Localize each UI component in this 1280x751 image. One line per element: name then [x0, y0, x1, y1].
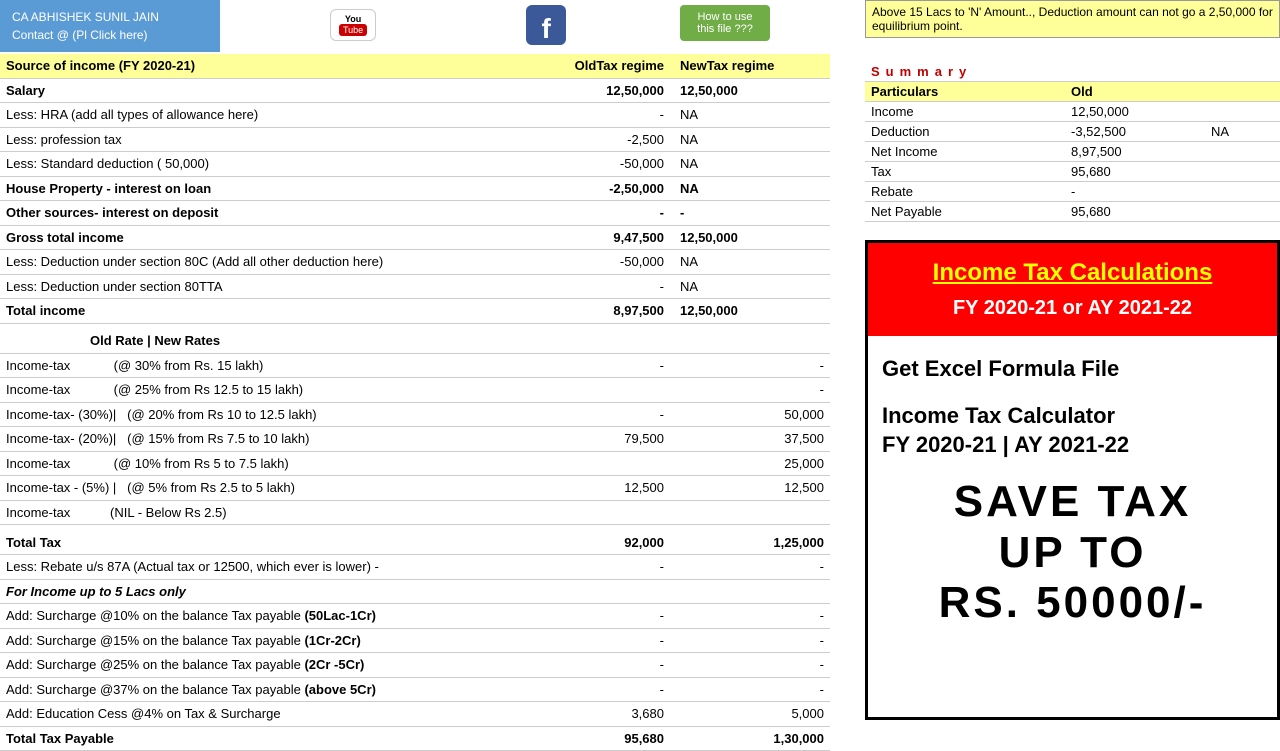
table-row: Tax95,680	[865, 162, 1280, 182]
promo-white: Get Excel Formula File Income Tax Calcul…	[868, 336, 1277, 649]
col-new: NewTax regime	[670, 54, 830, 78]
table-row: Total income8,97,50012,50,000	[0, 299, 830, 324]
table-header: Source of income (FY 2020-21) OldTax reg…	[0, 54, 830, 78]
table-row: Other sources- interest on deposit--	[0, 201, 830, 226]
total-tax-row: Total Tax 92,000 1,25,000	[0, 531, 830, 555]
promo-red: Income Tax Calculations FY 2020-21 or AY…	[868, 243, 1277, 336]
summary-title: Summary	[865, 62, 1280, 82]
income-table: Source of income (FY 2020-21) OldTax reg…	[0, 54, 830, 751]
col-old: OldTax regime	[520, 54, 670, 78]
table-row: Add: Surcharge @15% on the balance Tax p…	[0, 628, 830, 653]
contact-banner[interactable]: CA ABHISHEK SUNIL JAIN Contact @ (Pl Cli…	[0, 0, 220, 52]
table-row: Income-tax- (30%)| (@ 20% from Rs 10 to …	[0, 402, 830, 427]
rebate-note-row: For Income up to 5 Lacs only	[0, 579, 830, 604]
facebook-icon[interactable]: f	[526, 5, 566, 45]
table-row: Income-tax (NIL - Below Rs 2.5)	[0, 500, 830, 525]
promo-big: SAVE TAX UP TO RS. 50000/-	[882, 477, 1263, 629]
table-row: Add: Surcharge @37% on the balance Tax p…	[0, 677, 830, 702]
table-row: Net Payable95,680	[865, 202, 1280, 222]
col-source: Source of income (FY 2020-21)	[0, 54, 520, 78]
promo-subtitle: FY 2020-21 or AY 2021-22	[878, 297, 1267, 320]
table-row: Income-tax (@ 30% from Rs. 15 lakh)--	[0, 353, 830, 378]
total-payable-row: Total Tax Payable 95,680 1,30,000	[0, 726, 830, 751]
contact-link[interactable]: Contact @ (Pl Click here)	[12, 26, 208, 44]
promo-text2: Income Tax Calculator FY 2020-21 | AY 20…	[882, 402, 1263, 459]
table-row: Add: Surcharge @10% on the balance Tax p…	[0, 604, 830, 629]
table-row: Salary12,50,00012,50,000	[0, 78, 830, 103]
table-row: Income-tax (@ 10% from Rs 5 to 7.5 lakh)…	[0, 451, 830, 476]
summary-table: Summary Particulars Old Income12,50,000D…	[865, 62, 1280, 222]
social-icons: You Tube f	[330, 5, 566, 45]
table-row: Income-tax - (5%) | (@ 5% from Rs 2.5 to…	[0, 476, 830, 501]
table-row: Less: Standard deduction ( 50,000)-50,00…	[0, 152, 830, 177]
promo-title: Income Tax Calculations	[878, 259, 1267, 287]
rebate-row: Less: Rebate u/s 87A (Actual tax or 1250…	[0, 555, 830, 580]
table-row: Less: profession tax-2,500NA	[0, 127, 830, 152]
rate-header: Old Rate | New Rates	[0, 329, 830, 353]
youtube-icon[interactable]: You Tube	[330, 9, 376, 41]
promo-panel: Income Tax Calculations FY 2020-21 or AY…	[865, 240, 1280, 720]
table-row: Add: Surcharge @25% on the balance Tax p…	[0, 653, 830, 678]
summary-header: Particulars Old	[865, 82, 1280, 102]
table-row: House Property - interest on loan-2,50,0…	[0, 176, 830, 201]
promo-text1: Get Excel Formula File	[882, 356, 1263, 382]
table-row: Less: Deduction under section 80C (Add a…	[0, 250, 830, 275]
table-row: Less: Deduction under section 80TTA-NA	[0, 274, 830, 299]
table-row: Income12,50,000	[865, 102, 1280, 122]
top-row: CA ABHISHEK SUNIL JAIN Contact @ (Pl Cli…	[0, 0, 1280, 52]
cess-row: Add: Education Cess @4% on Tax & Surchar…	[0, 702, 830, 727]
table-row: Less: HRA (add all types of allowance he…	[0, 103, 830, 128]
table-row: Gross total income9,47,50012,50,000	[0, 225, 830, 250]
table-row: Net Income8,97,500	[865, 142, 1280, 162]
howto-button[interactable]: How to use this file ???	[680, 5, 770, 41]
author-name: CA ABHISHEK SUNIL JAIN	[12, 8, 208, 26]
table-row: Income-tax (@ 25% from Rs 12.5 to 15 lak…	[0, 378, 830, 403]
table-row: Income-tax- (20%)| (@ 15% from Rs 7.5 to…	[0, 427, 830, 452]
note-box: Above 15 Lacs to 'N' Amount.., Deduction…	[865, 0, 1280, 38]
table-row: Deduction-3,52,500NA	[865, 122, 1280, 142]
table-row: Rebate-	[865, 182, 1280, 202]
